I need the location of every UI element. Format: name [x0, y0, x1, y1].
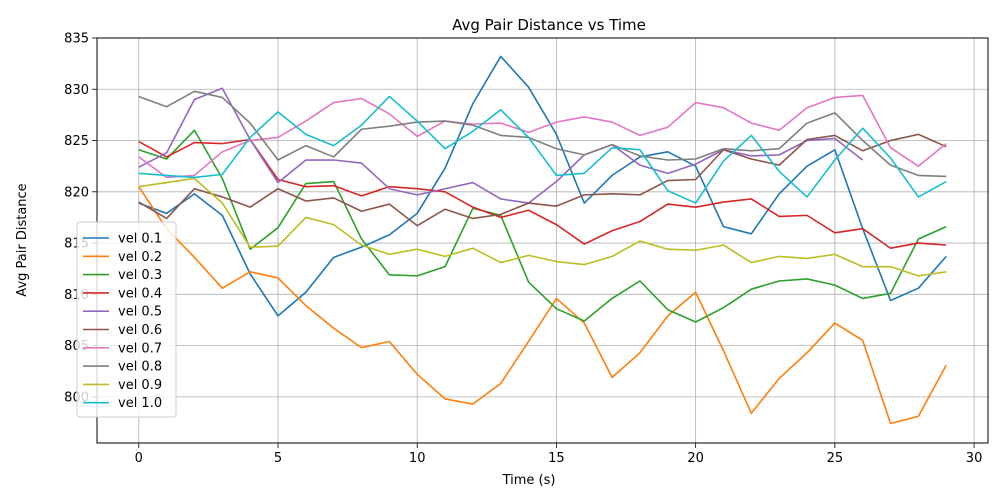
series-lines: [138, 55, 947, 425]
series-line-vel-0-8: [138, 90, 947, 178]
x-tick-label: 30: [966, 451, 983, 466]
y-tick-label: 820: [64, 185, 89, 200]
legend-label: vel 0.4: [118, 286, 162, 301]
legend-label: vel 0.9: [118, 378, 162, 393]
series-line-vel-1-0: [138, 95, 947, 204]
legend-label: vel 0.8: [118, 360, 162, 375]
series-line-vel-0-6: [138, 133, 947, 227]
x-tick-label: 15: [548, 451, 565, 466]
legend-items: vel 0.1 vel 0.2 vel 0.3 vel 0.4 vel 0.5 vel 0…: [83, 232, 162, 411]
y-axis-label: Avg Pair Distance: [15, 183, 30, 296]
legend-label: vel 0.2: [118, 250, 162, 265]
y-tick-label: 830: [64, 83, 89, 98]
legend-label: vel 0.7: [118, 341, 162, 356]
series-line-vel-0-7: [138, 94, 947, 179]
legend: vel 0.1 vel 0.2 vel 0.3 vel 0.4 vel 0.5 vel 0…: [76, 221, 177, 418]
series-line-vel-0-3: [138, 129, 947, 323]
x-tick-label: 0: [135, 451, 143, 466]
x-tick-label: 20: [687, 451, 704, 466]
legend-label: vel 0.1: [118, 232, 162, 247]
y-tick-label: 835: [64, 32, 89, 47]
series-line-vel-0-4: [138, 138, 947, 249]
x-tick-label: 10: [409, 451, 426, 466]
legend-box: [76, 221, 177, 418]
x-tick-label: 5: [274, 451, 282, 466]
chart-title: Avg Pair Distance vs Time: [452, 16, 646, 34]
series-line-vel-0-5: [138, 87, 864, 204]
series-line-vel-0-2: [138, 186, 947, 425]
x-tick-label: 25: [827, 451, 844, 466]
series-line-vel-0-9: [138, 177, 947, 277]
legend-label: vel 1.0: [118, 396, 162, 411]
legend-label: vel 0.6: [118, 323, 162, 338]
x-axis-label: Time (s): [502, 473, 556, 488]
series-line-vel-0-1: [138, 55, 947, 317]
legend-label: vel 0.3: [118, 268, 162, 283]
legend-label: vel 0.5: [118, 305, 162, 320]
y-tick-label: 825: [64, 134, 89, 149]
